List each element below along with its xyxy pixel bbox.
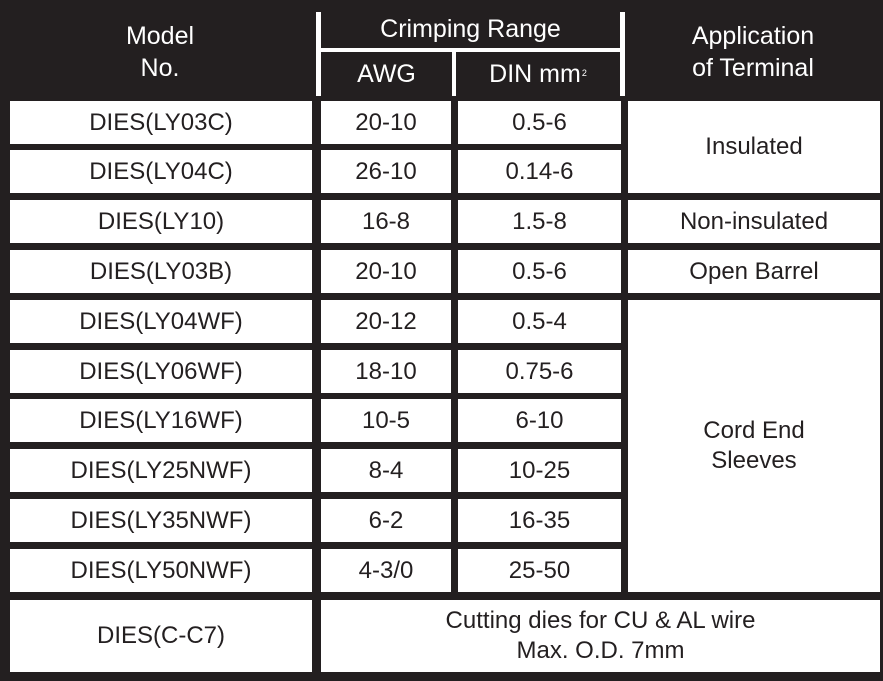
cell-din: 0.5-6 xyxy=(458,101,621,144)
cord-end-line2: Sleeves xyxy=(711,447,797,474)
cell-awg: 16-8 xyxy=(321,200,451,243)
cell-din: 1.5-8 xyxy=(458,200,621,243)
application-open-barrel: Open Barrel xyxy=(628,250,880,293)
cell-awg: 20-12 xyxy=(321,300,451,343)
cell-din: 25-50 xyxy=(458,549,621,592)
cell-din: 0.75-6 xyxy=(458,350,621,393)
cell-din: 0.14-6 xyxy=(458,150,621,193)
cell-awg: 8-4 xyxy=(321,449,451,492)
cell-awg: 20-10 xyxy=(321,101,451,144)
header-model-line2: No. xyxy=(140,54,180,82)
cell-model: DIES(LY03B) xyxy=(10,250,312,293)
cell-model-cutting-dies: DIES(C-C7) xyxy=(10,600,312,672)
cell-din: 0.5-6 xyxy=(458,250,621,293)
cutting-dies-note-line2: Max. O.D. 7mm xyxy=(516,637,685,664)
header-model-no: Model No. xyxy=(10,8,310,96)
cell-model: DIES(LY10) xyxy=(10,200,312,243)
cord-end-line1: Cord End xyxy=(703,417,805,444)
cell-awg: 18-10 xyxy=(321,350,451,393)
cell-awg: 26-10 xyxy=(321,150,451,193)
header-din-label: DIN mm xyxy=(489,59,581,88)
cell-din: 0.5-4 xyxy=(458,300,621,343)
cell-awg: 6-2 xyxy=(321,499,451,542)
crimping-range-bracket-left xyxy=(316,12,321,96)
application-cord-end-sleeves: Cord End Sleeves xyxy=(628,300,880,592)
header-application: Application of Terminal xyxy=(626,8,880,96)
cell-model: DIES(LY04WF) xyxy=(10,300,312,343)
crimping-range-underline xyxy=(316,48,625,52)
cutting-dies-note-line1: Cutting dies for CU & AL wire xyxy=(445,607,756,634)
cell-model: DIES(LY06WF) xyxy=(10,350,312,393)
header-application-line2: of Terminal xyxy=(692,54,814,82)
cell-model: DIES(LY03C) xyxy=(10,101,312,144)
cell-din: 16-35 xyxy=(458,499,621,542)
awg-din-divider xyxy=(452,52,456,96)
cell-model: DIES(LY25NWF) xyxy=(10,449,312,492)
header-awg: AWG xyxy=(357,59,416,88)
application-insulated: Insulated xyxy=(628,101,880,193)
cell-model: DIES(LY50NWF) xyxy=(10,549,312,592)
cell-din: 6-10 xyxy=(458,399,621,442)
header-model-line1: Model xyxy=(125,21,195,50)
crimping-range-bracket-right xyxy=(620,12,625,96)
cell-model: DIES(LY16WF) xyxy=(10,399,312,442)
header-din-mm2: DIN mm 2 xyxy=(456,54,620,94)
cell-awg: 20-10 xyxy=(321,250,451,293)
cell-awg: 10-5 xyxy=(321,399,451,442)
cell-awg: 4-3/0 xyxy=(321,549,451,592)
header-crimping-range: Crimping Range xyxy=(380,14,561,43)
cell-din: 10-25 xyxy=(458,449,621,492)
cutting-dies-note: Cutting dies for CU & AL wire Max. O.D. … xyxy=(321,600,880,672)
application-non-insulated: Non-insulated xyxy=(628,200,880,243)
header-din-superscript: 2 xyxy=(581,68,587,79)
header-application-line1: Application xyxy=(691,21,815,50)
cell-model: DIES(LY35NWF) xyxy=(10,499,312,542)
cell-model: DIES(LY04C) xyxy=(10,150,312,193)
